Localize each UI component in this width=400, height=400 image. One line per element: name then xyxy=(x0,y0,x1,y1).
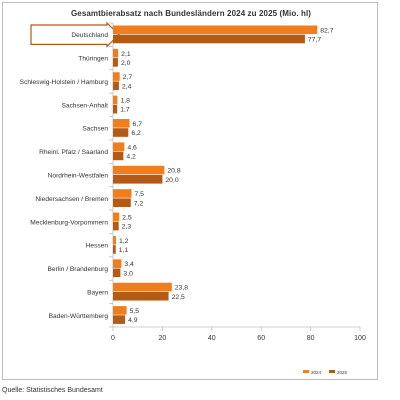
bar-2025 xyxy=(113,175,163,184)
data-label-2024: 20,8 xyxy=(167,168,180,175)
data-label-2025: 4,2 xyxy=(126,154,136,161)
bar-2025 xyxy=(113,34,305,44)
bar-2024 xyxy=(113,212,120,222)
data-label-2024: 5,5 xyxy=(130,308,140,315)
x-tick-label: 40 xyxy=(208,335,216,342)
bar-2024 xyxy=(113,95,118,105)
data-label-2025: 4,9 xyxy=(128,317,138,324)
x-tick-label: 80 xyxy=(307,335,315,342)
data-label-2024: 23,8 xyxy=(175,285,188,292)
category-label: Mecklenburg-Vorpommern xyxy=(30,219,108,226)
bar-2024 xyxy=(113,48,119,58)
bar-2024 xyxy=(113,259,122,268)
data-label-2025: 1,7 xyxy=(120,107,130,114)
bar-2024 xyxy=(113,142,125,152)
bar-chart: 0 20 40 60 80 100 Deutschland 82,7 77,7 Thüringen… xyxy=(20,21,366,375)
category-label: Baden-Württemberg xyxy=(49,313,109,320)
data-label-2024: 2,5 xyxy=(122,214,132,221)
data-label-2024: 2,7 xyxy=(123,74,133,81)
category-label: Berlin / Brandenburg xyxy=(48,266,109,273)
bar-2025 xyxy=(113,151,124,161)
chart-title: Gesamtbierabsatz nach Bundesländern 2024… xyxy=(70,9,312,18)
bar-2025 xyxy=(113,198,131,207)
data-label-2025: 1,1 xyxy=(119,247,129,254)
bar-2025 xyxy=(113,128,129,137)
category-label: Sachsen xyxy=(82,126,108,133)
data-label-2025: 6,2 xyxy=(131,130,141,137)
legend-swatch-2025 xyxy=(329,370,335,373)
legend-label-2025: 2025 xyxy=(337,370,348,375)
x-tick-label: 0 xyxy=(111,335,115,342)
bar-2025 xyxy=(113,315,126,324)
category-label: Deutschland xyxy=(71,32,108,39)
category-label: Sachsen-Anhalt xyxy=(61,102,108,109)
data-label-2024: 6,7 xyxy=(133,121,143,128)
category-label: Thüringen xyxy=(78,56,108,63)
chart-frame: Gesamtbierabsatz nach Bundesländern 2024… xyxy=(2,2,378,380)
data-label-2025: 20,0 xyxy=(165,177,178,184)
data-label-2024: 3,4 xyxy=(124,261,134,268)
category-label: Nordrhein-Westfalen xyxy=(48,173,109,180)
data-label-2025: 7,2 xyxy=(134,200,144,207)
bar-2025 xyxy=(113,245,116,254)
category-label: Bayern xyxy=(87,289,108,296)
bar-2025 xyxy=(113,221,119,231)
legend-swatch-2024 xyxy=(303,370,309,373)
bar-2025 xyxy=(113,58,118,67)
category-label: Rheinl. Pfalz / Saarland xyxy=(39,149,108,156)
bar-2024 xyxy=(113,306,127,315)
legend-label-2024: 2024 xyxy=(311,370,322,375)
bar-2025 xyxy=(113,291,169,301)
data-label-2024: 82,7 xyxy=(320,27,333,34)
category-label: Niedersachsen / Bremen xyxy=(35,196,108,203)
data-label-2025: 3,0 xyxy=(123,270,133,277)
data-label-2025: 2,0 xyxy=(121,60,131,67)
bar-2024 xyxy=(113,165,165,175)
data-label-2024: 1,2 xyxy=(119,238,129,245)
bar-2025 xyxy=(113,268,121,278)
source-note: Quelle: Statistisches Bundesamt xyxy=(2,387,103,394)
bar-2024 xyxy=(113,235,116,245)
x-tick-label: 100 xyxy=(354,335,366,342)
data-label-2024: 7,5 xyxy=(135,191,145,198)
x-tick-label: 20 xyxy=(159,335,167,342)
bar-2024 xyxy=(113,119,130,128)
category-label: Hessen xyxy=(86,243,109,250)
data-label-2024: 1,8 xyxy=(120,98,130,105)
bar-2025 xyxy=(113,104,118,114)
bar-2024 xyxy=(113,189,132,198)
bar-2024 xyxy=(113,282,172,292)
bar-2024 xyxy=(113,72,120,81)
category-label: Schleswig-Holstein / Hamburg xyxy=(20,79,109,86)
data-label-2025: 22,5 xyxy=(172,294,185,301)
x-tick-label: 60 xyxy=(257,335,265,342)
data-label-2025: 2,4 xyxy=(122,83,132,90)
data-label-2025: 77,7 xyxy=(308,37,321,44)
data-label-2024: 4,6 xyxy=(127,144,137,151)
data-label-2024: 2,1 xyxy=(121,51,131,58)
data-label-2025: 2,3 xyxy=(122,224,132,231)
bar-2024 xyxy=(113,25,318,35)
bar-2025 xyxy=(113,81,119,91)
